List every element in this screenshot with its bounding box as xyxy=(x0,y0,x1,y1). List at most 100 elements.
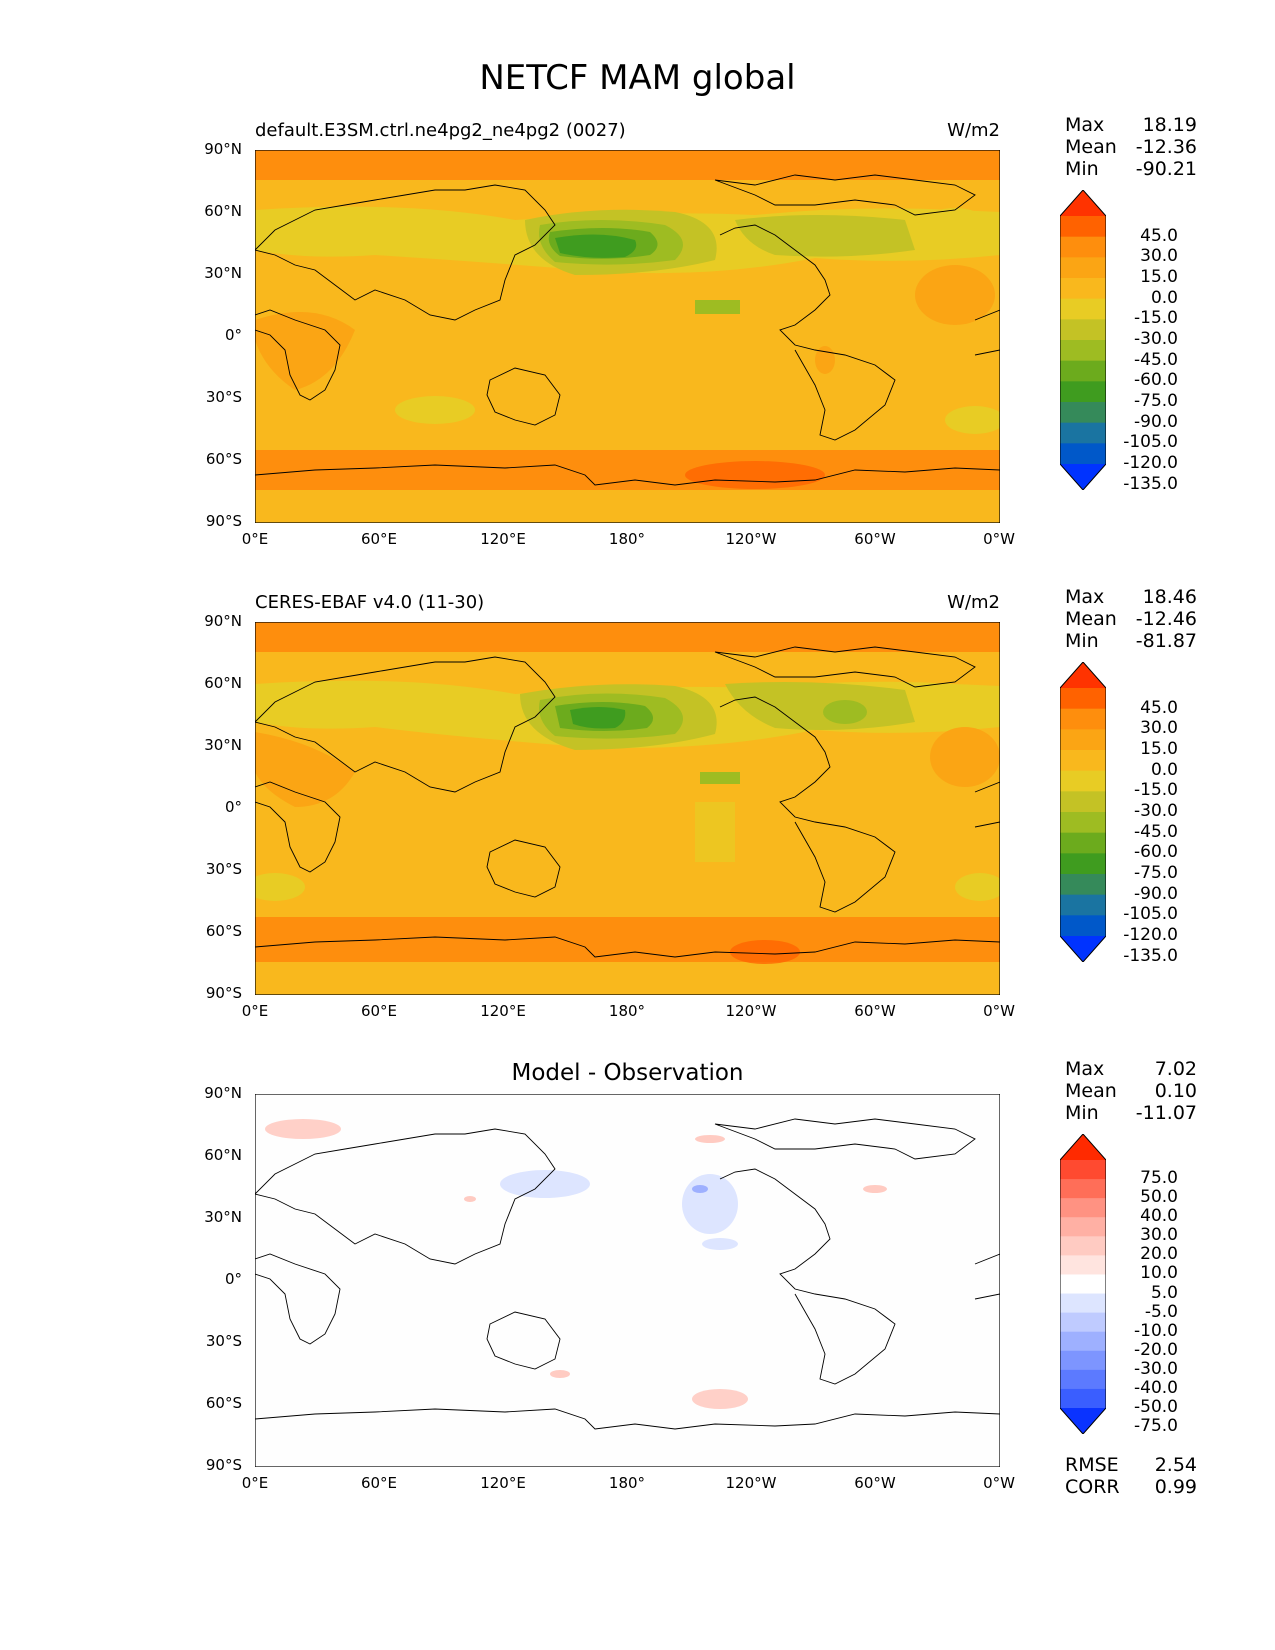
colorbar-segment xyxy=(1060,319,1106,341)
panel-title-left: CERES-EBAF v4.0 (11-30) xyxy=(255,592,485,613)
colorbar-segment xyxy=(1060,915,1106,937)
lon-tick-label: 60°W xyxy=(854,1002,896,1020)
lat-tick-label: 60°S xyxy=(205,450,242,468)
lon-tick-label: 60°E xyxy=(360,530,398,548)
panel-units: W/m2 xyxy=(947,120,1000,141)
lon-tick-label: 120°E xyxy=(480,1474,526,1492)
colorbar-tick-label: 30.0 xyxy=(1140,1225,1178,1246)
colorbar-segment xyxy=(1060,422,1106,444)
lat-tick-label: 60°S xyxy=(205,1394,242,1412)
panel-model: default.E3SM.ctrl.ne4pg2_ne4pg2 (0027) W… xyxy=(0,114,1275,548)
colorbar-segment xyxy=(1060,1217,1106,1237)
colorbar-segment xyxy=(1060,236,1106,258)
colorbar-tick-label: -30.0 xyxy=(1134,329,1178,349)
colorbar-tick-label: -90.0 xyxy=(1134,411,1178,432)
colorbar xyxy=(1059,189,1107,491)
colorbar-labels: 45.0 30.0 15.0 0.0 -15.0 -30.0 -45.0 -60.0 -75.0… xyxy=(1108,662,1178,966)
rmse-label: RMSE xyxy=(1065,1454,1119,1476)
colorbar-segment xyxy=(1060,708,1106,730)
colorbar-tick-label: -135.0 xyxy=(1123,945,1178,966)
colorbar-tick-label: -45.0 xyxy=(1134,821,1178,842)
lon-tick-label: 0°E xyxy=(241,530,269,548)
colorbar-tick-label: 40.0 xyxy=(1140,1206,1178,1227)
colorbar-segment xyxy=(1060,1236,1106,1256)
colorbar-segment xyxy=(1060,1160,1106,1180)
colorbar-labels: 75.0 50.0 40.0 30.0 20.0 10.0 5.0 -5.0 -10.0 -20.… xyxy=(1108,1134,1178,1435)
stats-box: Max 18.19 Mean -12.36 Min -90.21 xyxy=(1065,114,1197,180)
lon-tick-label: 180° xyxy=(608,1474,646,1492)
lon-tick-label: 120°W xyxy=(725,1002,777,1020)
map-plot xyxy=(255,1094,1000,1467)
colorbar-tick-label: 5.0 xyxy=(1150,1282,1178,1303)
lon-tick-label: 0°W xyxy=(983,1002,1015,1020)
colorbar-tick-label: 0.0 xyxy=(1150,287,1178,308)
colorbar-segment xyxy=(1060,688,1106,710)
corr-value: 0.99 xyxy=(1154,1476,1197,1498)
colorbar-segment xyxy=(1060,443,1106,465)
colorbar-tick-label: 50.0 xyxy=(1140,1187,1178,1208)
lon-tick-label: 0°W xyxy=(983,1474,1015,1492)
colorbar-segment xyxy=(1060,1331,1106,1352)
stat-min-label: Min xyxy=(1065,158,1099,180)
lat-tick-label: 90°N xyxy=(204,140,242,158)
colorbar-tick-label: 15.0 xyxy=(1140,739,1178,759)
colorbar-tick-label: 30.0 xyxy=(1140,246,1178,267)
colorbar-tick-label: 0.0 xyxy=(1150,759,1178,780)
colorbar-labels: 45.0 30.0 15.0 0.0 -15.0 -30.0 -45.0 -60.0 -75.0… xyxy=(1108,190,1178,494)
lat-tick-label: 60°S xyxy=(205,922,242,940)
colorbar-tick-label: -15.0 xyxy=(1134,308,1178,329)
colorbar-segment xyxy=(1060,257,1106,279)
stat-min-value: -11.07 xyxy=(1135,1102,1197,1124)
colorbar-segment xyxy=(1060,812,1106,834)
colorbar xyxy=(1059,1133,1107,1435)
colorbar-extension-top xyxy=(1060,1134,1106,1160)
colorbar-segment xyxy=(1060,1369,1106,1390)
colorbar-extension-bottom xyxy=(1060,1408,1106,1434)
lon-tick-label: 180° xyxy=(608,1002,646,1020)
colorbar-extension-top xyxy=(1060,662,1106,688)
stats-box: Max 18.46 Mean -12.46 Min -81.87 xyxy=(1065,586,1197,652)
lat-tick-label: 90°S xyxy=(205,1456,242,1474)
colorbar xyxy=(1059,661,1107,963)
colorbar-segment xyxy=(1060,1350,1106,1371)
colorbar-tick-label: -50.0 xyxy=(1134,1397,1178,1417)
lon-tick-label: 120°E xyxy=(480,530,526,548)
stat-min-value: -90.21 xyxy=(1135,158,1197,180)
colorbar-segment xyxy=(1060,1255,1106,1275)
lon-tick-label: 0°W xyxy=(983,530,1015,548)
colorbar-segment xyxy=(1060,216,1106,238)
lon-tick-label: 180° xyxy=(608,530,646,548)
lat-tick-label: 60°N xyxy=(204,202,242,220)
colorbar-segment xyxy=(1060,1198,1106,1218)
colorbar-tick-label: -75.0 xyxy=(1134,863,1178,883)
colorbar-tick-label: -60.0 xyxy=(1134,370,1178,391)
lat-tick-label: 30°N xyxy=(204,736,242,754)
stat-mean-value: -12.46 xyxy=(1135,608,1197,630)
lat-tick-label: 30°N xyxy=(204,1208,242,1226)
lon-tick-label: 60°W xyxy=(854,530,896,548)
metrics-box: RMSE 2.54 CORR 0.99 xyxy=(1065,1454,1197,1498)
colorbar-segment xyxy=(1060,298,1106,320)
lat-tick-label: 30°S xyxy=(205,1332,242,1350)
colorbar-segment xyxy=(1060,894,1106,916)
colorbar-segment xyxy=(1060,750,1106,772)
stat-mean-value: -12.36 xyxy=(1135,136,1197,158)
stat-min-label: Min xyxy=(1065,630,1099,652)
lon-tick-label: 120°E xyxy=(480,1002,526,1020)
colorbar-segment xyxy=(1060,402,1106,424)
rmse-value: 2.54 xyxy=(1154,1454,1197,1476)
lat-tick-label: 0° xyxy=(224,798,242,816)
colorbar-tick-label: -75.0 xyxy=(1134,391,1178,411)
colorbar-segment xyxy=(1060,1274,1106,1295)
colorbar-segment xyxy=(1060,874,1106,896)
colorbar-tick-label: -135.0 xyxy=(1123,473,1178,494)
map-plot xyxy=(255,622,1000,995)
colorbar-tick-label: 20.0 xyxy=(1140,1244,1178,1265)
colorbar-tick-label: -5.0 xyxy=(1144,1301,1178,1322)
stat-mean-label: Mean xyxy=(1065,608,1117,630)
stat-mean-label: Mean xyxy=(1065,136,1117,158)
stat-max-label: Max xyxy=(1065,586,1105,608)
stat-mean-value: 0.10 xyxy=(1154,1080,1197,1102)
stat-mean-label: Mean xyxy=(1065,1080,1117,1102)
colorbar-tick-label: 30.0 xyxy=(1140,718,1178,739)
